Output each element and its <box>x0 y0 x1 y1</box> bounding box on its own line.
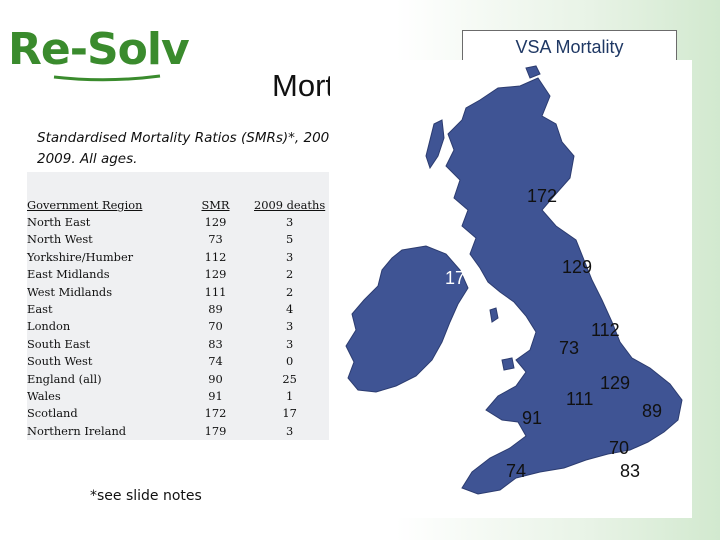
deaths-cell: 4 <box>285 302 294 317</box>
smr-cell: 129 <box>204 215 227 230</box>
map-label-north-west: 73 <box>559 338 580 358</box>
region-cell: Northern Ireland <box>27 423 127 438</box>
region-cell: West Midlands <box>27 284 113 299</box>
smr-cell: 89 <box>208 302 223 317</box>
map-label-west-midlands: 111 <box>566 389 594 409</box>
smr-cell: 179 <box>204 423 227 438</box>
region-cell: Yorkshire/Humber <box>27 249 134 264</box>
table-row: Scotland 172 17 <box>27 405 325 422</box>
table-row: North West 73 5 <box>27 231 325 248</box>
deaths-cell: 3 <box>285 215 294 230</box>
region-cell: East <box>27 302 53 317</box>
anglesey-shape <box>501 357 515 371</box>
great-britain-shape <box>445 77 683 495</box>
table-background <box>27 172 329 440</box>
map-label-east-midlands: 129 <box>600 373 631 393</box>
table-row: South East 83 3 <box>27 335 325 352</box>
region-cell: South East <box>27 336 91 351</box>
table-row: London 70 3 <box>27 318 325 335</box>
table-header-row: Government Region SMR 2009 deaths <box>27 196 325 213</box>
header-deaths: 2009 deaths <box>254 197 326 212</box>
deaths-cell: 25 <box>282 371 297 386</box>
region-cell: North East <box>27 215 91 230</box>
deaths-cell: 3 <box>285 423 294 438</box>
table-row: Yorkshire/Humber 112 3 <box>27 248 325 265</box>
region-cell: East Midlands <box>27 267 110 282</box>
map-label-northern-ireland: 179 <box>445 268 476 288</box>
header-region: Government Region <box>27 197 143 212</box>
deaths-cell: 2 <box>285 284 294 299</box>
resolv-logo: Re-Solv <box>8 24 190 82</box>
deaths-cell: 1 <box>285 388 294 403</box>
table-row: England (all) 90 25 <box>27 370 325 387</box>
deaths-cell: 17 <box>282 406 297 421</box>
deaths-cell: 3 <box>285 319 294 334</box>
hebrides-shape <box>425 119 445 170</box>
map-label-scotland: 172 <box>527 186 558 206</box>
mortality-table: Government Region SMR 2009 deaths North … <box>27 196 325 439</box>
region-cell: South West <box>27 354 93 369</box>
smr-cell: 112 <box>204 249 227 264</box>
deaths-cell: 3 <box>285 249 294 264</box>
region-cell: Scotland <box>27 406 78 421</box>
smr-cell: 83 <box>208 336 223 351</box>
map-label-wales: 91 <box>522 408 543 428</box>
smr-cell: 73 <box>208 232 223 247</box>
uk-ireland-map <box>345 65 683 495</box>
deaths-cell: 3 <box>285 336 294 351</box>
region-cell: London <box>27 319 71 334</box>
logo-text: Re-Solv <box>8 24 190 75</box>
map-label-south-west: 74 <box>506 461 527 481</box>
orkney-shape <box>525 65 541 79</box>
table-row: East 89 4 <box>27 300 325 317</box>
table-row: Wales 91 1 <box>27 387 325 404</box>
deaths-cell: 5 <box>285 232 294 247</box>
smr-cell: 91 <box>208 388 223 403</box>
smr-cell: 111 <box>204 284 227 299</box>
region-cell: England (all) <box>27 371 102 386</box>
map-label-london: 70 <box>609 438 630 458</box>
subtitle: Standardised Mortality Ratios (SMRs)*, 2… <box>37 130 343 167</box>
ireland-shape <box>345 245 469 393</box>
table-row: East Midlands 129 2 <box>27 266 325 283</box>
table-row: South West 74 0 <box>27 353 325 370</box>
smr-cell: 90 <box>208 371 223 386</box>
map-label-yorkshire: 112 <box>591 320 620 340</box>
map-label-east: 89 <box>642 401 663 421</box>
table-row: Northern Ireland 179 3 <box>27 422 325 439</box>
footnote: *see slide notes <box>90 488 202 504</box>
smr-cell: 70 <box>208 319 223 334</box>
isle-of-man-shape <box>489 307 499 323</box>
header-smr: SMR <box>201 197 230 212</box>
deaths-cell: 2 <box>285 267 294 282</box>
table-row: North East 129 3 <box>27 213 325 230</box>
map-label-north-east: 129 <box>562 257 593 277</box>
region-cell: Wales <box>27 388 61 403</box>
table-row: West Midlands 111 2 <box>27 283 325 300</box>
region-cell: North West <box>27 232 93 247</box>
logo-swoosh-icon <box>53 74 161 82</box>
smr-cell: 129 <box>204 267 227 282</box>
section-tag: VSA Mortality <box>462 30 677 64</box>
smr-cell: 74 <box>208 354 223 369</box>
smr-cell: 172 <box>204 406 227 421</box>
map-label-south-east: 83 <box>620 461 641 481</box>
deaths-cell: 0 <box>285 354 294 369</box>
